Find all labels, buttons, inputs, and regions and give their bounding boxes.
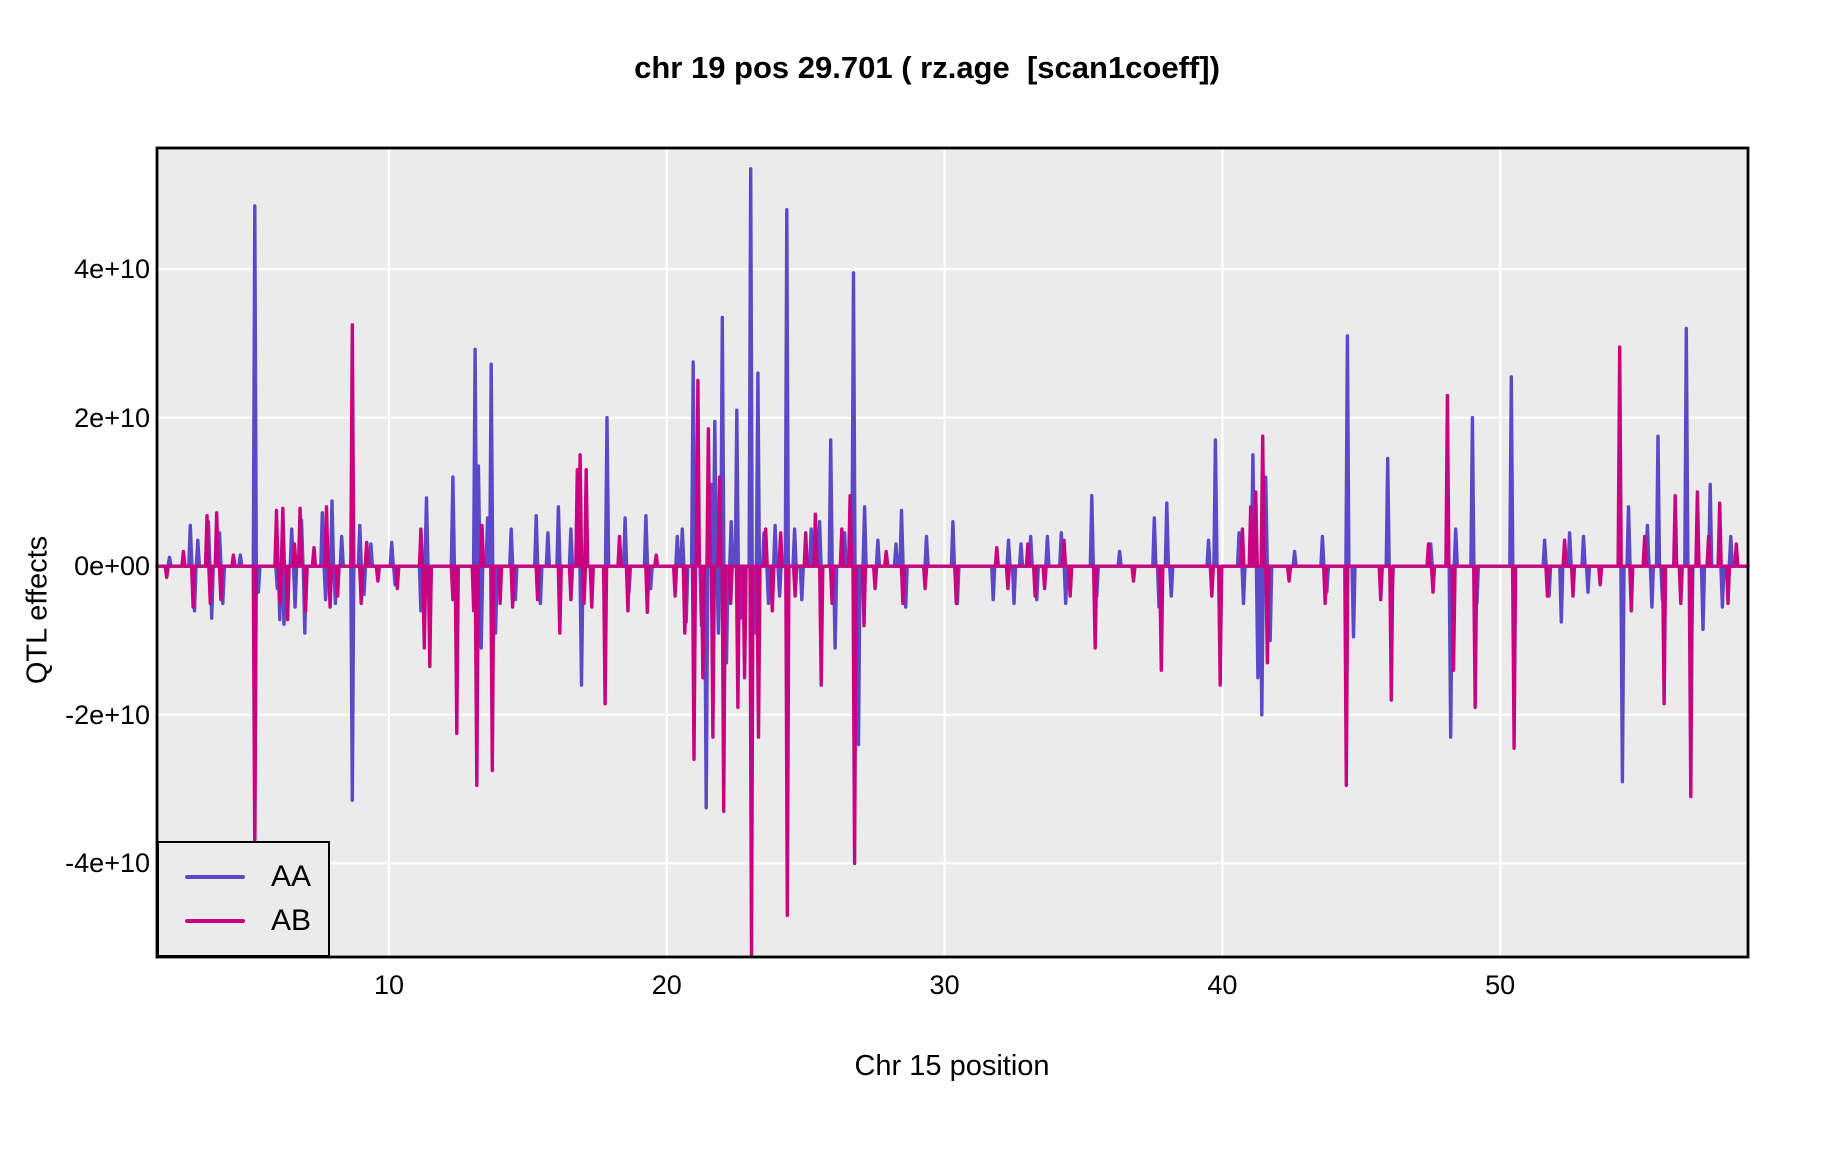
- aa-line-sample-icon: [185, 875, 245, 879]
- series-trace-ab: [155, 323, 1750, 958]
- legend-label-aa: AA: [271, 860, 312, 893]
- ab-line-sample-icon: [185, 919, 245, 923]
- panel-border: [155, 146, 1750, 959]
- legend-item-aa: AA: [185, 860, 328, 894]
- legend-item-ab: AB: [185, 904, 328, 938]
- legend-label-ab: AB: [271, 904, 312, 937]
- legend-box: AA AB: [157, 841, 330, 957]
